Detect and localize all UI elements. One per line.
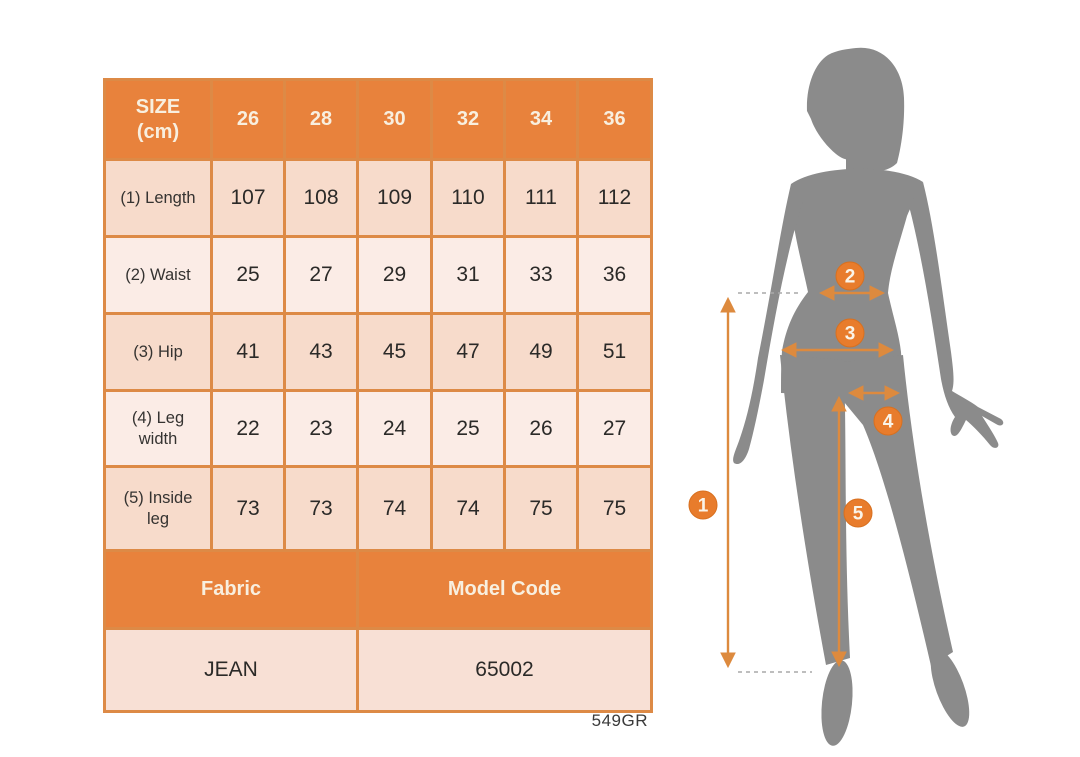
table-cell: 75	[576, 465, 653, 552]
fabric-header: Fabric	[103, 549, 359, 630]
guide-dashes	[738, 292, 812, 673]
table-cell: 75	[503, 465, 579, 552]
body-measurement-diagram: 1 2 3 4 5	[688, 47, 1004, 746]
table-cell: 25	[430, 389, 506, 468]
measurement-arrows	[720, 285, 901, 669]
table-cell: 51	[576, 312, 653, 392]
table-cell: 74	[356, 465, 433, 552]
size-column-header: 32	[430, 78, 506, 161]
table-row-waist: (2) Waist 25 27 29 31 33 36	[103, 235, 653, 315]
table-cell: 43	[283, 312, 359, 392]
size-column-header: 26	[210, 78, 286, 161]
table-cell: 107	[210, 158, 286, 238]
table-row-inside-leg: (5) Inside leg 73 73 74 74 75 75	[103, 465, 653, 552]
table-cell: 45	[356, 312, 433, 392]
size-column-header: 36	[576, 78, 653, 161]
size-column-header: 30	[356, 78, 433, 161]
reference-code: 549GR	[591, 711, 648, 730]
marker-1: 1	[688, 490, 718, 520]
table-cell: 49	[503, 312, 579, 392]
model-code-header: Model Code	[356, 549, 653, 630]
table-cell: 26	[503, 389, 579, 468]
marker-3: 3	[835, 318, 865, 348]
table-cell: 74	[430, 465, 506, 552]
female-silhouette	[733, 47, 1004, 746]
marker-2-label: 2	[845, 267, 856, 288]
table-cell: 110	[430, 158, 506, 238]
table-cell: 23	[283, 389, 359, 468]
row-label: (5) Inside leg	[103, 465, 213, 552]
table-row-hip: (3) Hip 41 43 45 47 49 51	[103, 312, 653, 392]
size-header-row: SIZE (cm) 26 28 30 32 34 36	[103, 78, 653, 161]
fabric-model-header-row: Fabric Model Code	[103, 549, 653, 630]
table-cell: 111	[503, 158, 579, 238]
size-unit-header: SIZE (cm)	[103, 78, 213, 161]
table-cell: 41	[210, 312, 286, 392]
size-table: SIZE (cm) 26 28 30 32 34 36 (1) Length 1…	[103, 78, 653, 713]
model-code-value: 65002	[356, 627, 653, 713]
table-cell: 25	[210, 235, 286, 315]
table-cell: 24	[356, 389, 433, 468]
table-cell: 73	[283, 465, 359, 552]
marker-1-label: 1	[698, 496, 709, 517]
row-label: (3) Hip	[103, 312, 213, 392]
row-label: (4) Leg width	[103, 389, 213, 468]
marker-4-label: 4	[883, 412, 894, 433]
table-cell: 36	[576, 235, 653, 315]
row-label: (2) Waist	[103, 235, 213, 315]
table-cell: 27	[283, 235, 359, 315]
table-cell: 27	[576, 389, 653, 468]
table-cell: 33	[503, 235, 579, 315]
marker-3-label: 3	[845, 324, 856, 345]
marker-2: 2	[835, 261, 865, 291]
table-cell: 108	[283, 158, 359, 238]
table-cell: 47	[430, 312, 506, 392]
table-row-length: (1) Length 107 108 109 110 111 112	[103, 158, 653, 238]
size-column-header: 28	[283, 78, 359, 161]
size-column-header: 34	[503, 78, 579, 161]
marker-badges: 1 2 3 4 5	[688, 261, 903, 528]
table-row-leg-width: (4) Leg width 22 23 24 25 26 27	[103, 389, 653, 468]
table-cell: 31	[430, 235, 506, 315]
table-cell: 112	[576, 158, 653, 238]
table-cell: 29	[356, 235, 433, 315]
table-cell: 109	[356, 158, 433, 238]
marker-5: 5	[843, 498, 873, 528]
table-cell: 73	[210, 465, 286, 552]
fabric-model-value-row: JEAN 65002	[103, 627, 653, 713]
row-label: (1) Length	[103, 158, 213, 238]
marker-4: 4	[873, 406, 903, 436]
table-cell: 22	[210, 389, 286, 468]
fabric-value: JEAN	[103, 627, 359, 713]
marker-5-label: 5	[853, 504, 864, 525]
